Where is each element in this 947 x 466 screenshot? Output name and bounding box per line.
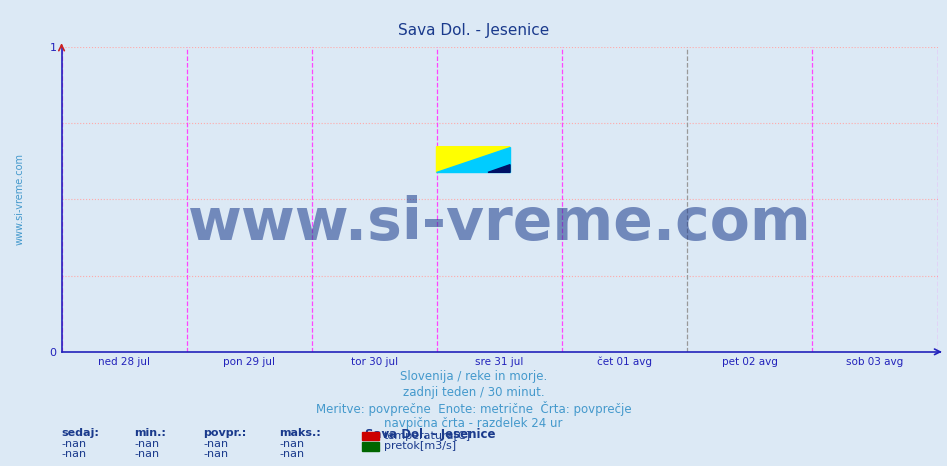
Text: Slovenija / reke in morje.: Slovenija / reke in morje. xyxy=(400,370,547,384)
Text: temperatura[C]: temperatura[C] xyxy=(384,431,471,441)
Text: -nan: -nan xyxy=(134,449,160,459)
Text: pretok[m3/s]: pretok[m3/s] xyxy=(384,441,456,452)
Text: -nan: -nan xyxy=(204,439,229,449)
Text: povpr.:: povpr.: xyxy=(204,428,247,438)
Text: -nan: -nan xyxy=(62,449,87,459)
Text: Sava Dol. - Jesenice: Sava Dol. - Jesenice xyxy=(398,23,549,38)
Text: zadnji teden / 30 minut.: zadnji teden / 30 minut. xyxy=(402,386,545,399)
Text: navpična črta - razdelek 24 ur: navpična črta - razdelek 24 ur xyxy=(384,417,563,430)
Text: -nan: -nan xyxy=(204,449,229,459)
Text: -nan: -nan xyxy=(134,439,160,449)
Text: Sava Dol. - Jesenice: Sava Dol. - Jesenice xyxy=(365,428,495,441)
Text: -nan: -nan xyxy=(279,449,305,459)
Text: www.si-vreme.com: www.si-vreme.com xyxy=(188,195,812,252)
Text: min.:: min.: xyxy=(134,428,167,438)
Text: Meritve: povprečne  Enote: metrične  Črta: povprečje: Meritve: povprečne Enote: metrične Črta:… xyxy=(315,401,632,416)
Text: sedaj:: sedaj: xyxy=(62,428,99,438)
Text: maks.:: maks.: xyxy=(279,428,321,438)
Text: www.si-vreme.com: www.si-vreme.com xyxy=(14,153,25,245)
Text: -nan: -nan xyxy=(279,439,305,449)
Polygon shape xyxy=(437,147,510,172)
Polygon shape xyxy=(437,147,510,172)
Text: -nan: -nan xyxy=(62,439,87,449)
Polygon shape xyxy=(488,164,510,172)
